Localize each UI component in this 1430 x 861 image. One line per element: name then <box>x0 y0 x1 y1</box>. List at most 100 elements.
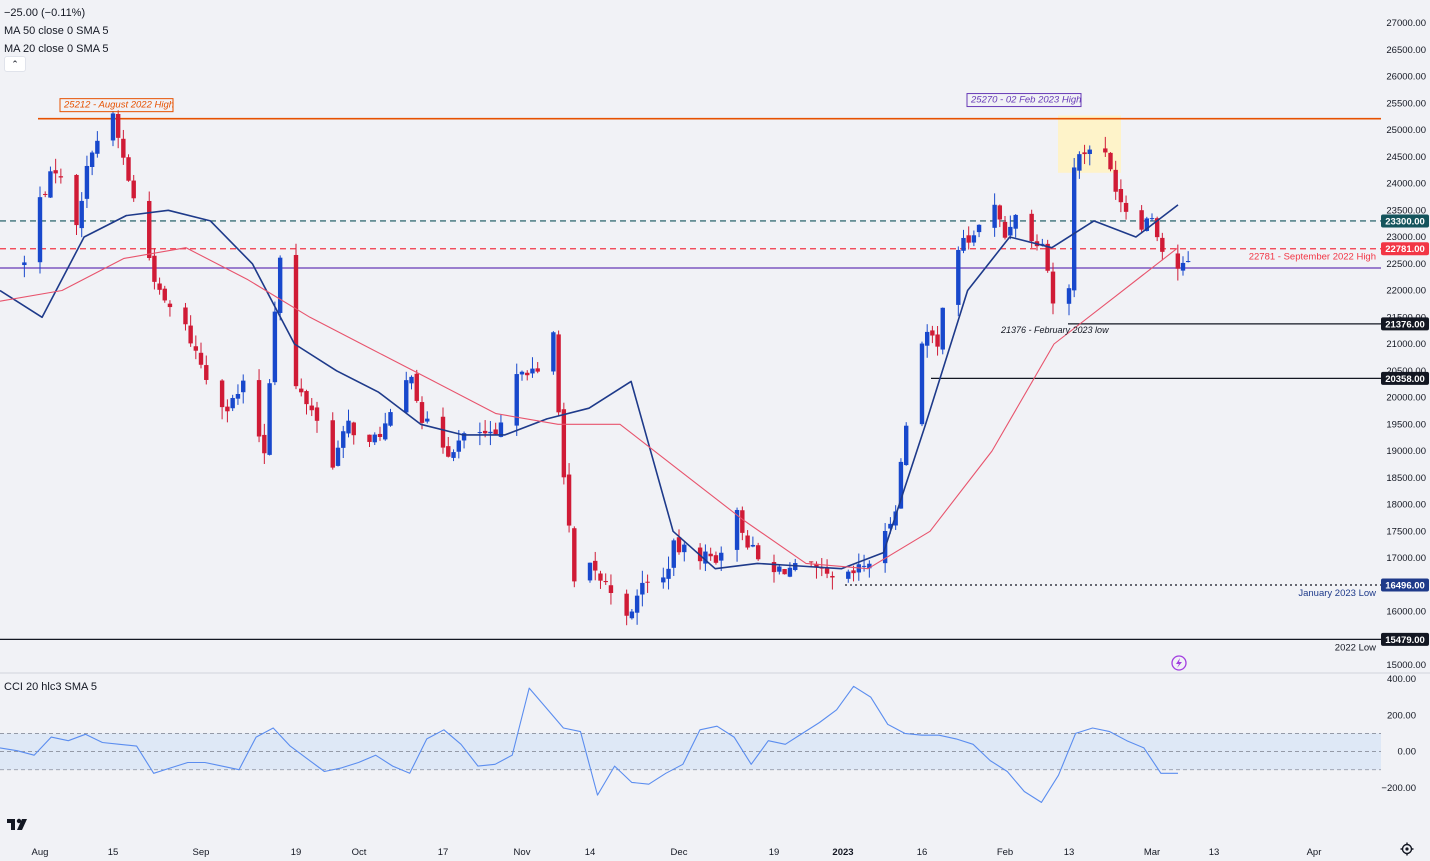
candle-body-down <box>676 537 682 553</box>
candle-body-up <box>893 511 898 526</box>
candle-body-up <box>451 452 456 458</box>
price-tick-label: 26500.00 <box>1386 45 1426 56</box>
price-tag <box>1381 242 1429 256</box>
candle-body-up <box>48 171 53 198</box>
candle-body-up <box>640 582 645 595</box>
candle-body-up <box>110 113 116 141</box>
price-tick-label: 17000.00 <box>1386 553 1426 564</box>
price-tick-label: 24000.00 <box>1386 179 1426 190</box>
candle-body-up <box>1144 218 1150 231</box>
candle-body-up <box>461 433 467 441</box>
candle-body-down <box>115 113 121 138</box>
candle-body-down <box>74 174 79 226</box>
candle-body-up <box>388 412 393 426</box>
candle-body-up <box>341 431 346 448</box>
candle-body-down <box>314 407 320 421</box>
candle-body-up <box>703 551 708 564</box>
candle-body-down <box>414 373 419 401</box>
candle-body-down <box>1103 148 1108 153</box>
candle-body-down <box>755 545 761 560</box>
price-tag-text: 21376.00 <box>1385 319 1425 330</box>
candle-body-down <box>808 561 814 563</box>
candle-body-up <box>956 249 961 305</box>
candle-body-up <box>750 544 756 547</box>
candle-body-down <box>330 420 335 468</box>
time-tick-label: 17 <box>438 847 449 858</box>
price-tag <box>1381 317 1429 331</box>
time-tick-label: 13 <box>1064 847 1075 858</box>
tradingview-logo-icon[interactable] <box>6 816 32 835</box>
candle-body-down <box>157 283 162 290</box>
candle-body-up <box>267 383 272 455</box>
chevron-up-icon: ⌃ <box>11 59 19 69</box>
price-tick-label: 20000.00 <box>1386 393 1426 404</box>
price-tick-label: 22500.00 <box>1386 259 1426 270</box>
candle-body-down <box>126 157 131 181</box>
candle-body-up <box>230 397 235 409</box>
candle-body-up <box>661 577 666 583</box>
candle-body-down <box>152 255 157 282</box>
candle-body-down <box>1002 221 1008 238</box>
candle-body-down <box>935 334 940 347</box>
candle-body-down <box>572 528 577 582</box>
candle-body-up <box>272 311 278 383</box>
candle-body-down <box>561 409 567 478</box>
time-tick-label: 15 <box>108 847 119 858</box>
cci-legend-label[interactable]: CCI 20 hlc3 SMA 5 <box>4 681 97 693</box>
candle-body-down <box>446 446 451 457</box>
candle-body-up <box>84 165 90 199</box>
candle-body-up <box>514 374 519 426</box>
price-tick-label: 23500.00 <box>1386 205 1426 216</box>
candle-body-up <box>666 568 671 579</box>
candle-body-down <box>740 510 745 533</box>
candle-body-up <box>95 140 100 154</box>
candle-body-up <box>488 431 493 434</box>
ma50-legend-label[interactable]: MA 50 close 0 SMA 5 <box>4 25 109 37</box>
candle-body-up <box>976 224 982 233</box>
candle-body-down <box>1160 237 1165 252</box>
feb-high-label-box <box>966 93 1082 108</box>
candle-body-up <box>425 418 430 422</box>
price-tick-label: 18500.00 <box>1386 473 1426 484</box>
candle-body-up <box>372 434 377 443</box>
ma50-line <box>0 247 1179 570</box>
candle-body-down <box>535 368 540 372</box>
candle-body-down <box>299 388 304 393</box>
candle-body-up <box>846 571 851 579</box>
price-tag <box>1381 632 1429 646</box>
candle-body-down <box>598 573 603 581</box>
candle-body-down <box>851 570 856 574</box>
candle-body-up <box>587 562 593 581</box>
cci-tick-label: 0.00 <box>1398 747 1417 758</box>
candle-body-up <box>787 567 793 577</box>
ma20-legend-label[interactable]: MA 20 close 0 SMA 5 <box>4 43 109 55</box>
candle-body-down <box>824 567 830 574</box>
flash-icon-bolt <box>1176 658 1182 668</box>
candle-body-up <box>1071 167 1077 291</box>
candle-body-up <box>277 257 283 313</box>
candle-body-down <box>1123 202 1129 212</box>
price-tick-label: 20500.00 <box>1386 366 1426 377</box>
candle-body-down <box>997 205 1003 220</box>
feb-2023-high-label: 25270 - 02 Feb 2023 High <box>970 95 1081 106</box>
candle-body-up <box>1008 226 1013 236</box>
time-tick-label: Nov <box>514 847 531 858</box>
candle-body-up <box>1087 149 1092 155</box>
candle-body-up <box>924 331 930 346</box>
gear-icon[interactable] <box>1400 842 1414 859</box>
candle-body-down <box>183 307 188 325</box>
candle-body-up <box>1013 214 1018 229</box>
time-tick-label: Apr <box>1307 847 1322 858</box>
collapse-legend-button[interactable]: ⌃ <box>4 56 26 72</box>
candle-body-down <box>121 138 126 158</box>
candle-body-down <box>566 474 572 526</box>
price-tick-label: 26000.00 <box>1386 72 1426 83</box>
candle-body-down <box>293 254 299 387</box>
candle-body-down <box>1154 218 1160 238</box>
time-tick-label: 19 <box>769 847 780 858</box>
candle-body-up <box>235 393 241 399</box>
candle-body-down <box>645 581 650 583</box>
time-tick-label: Aug <box>32 847 49 858</box>
